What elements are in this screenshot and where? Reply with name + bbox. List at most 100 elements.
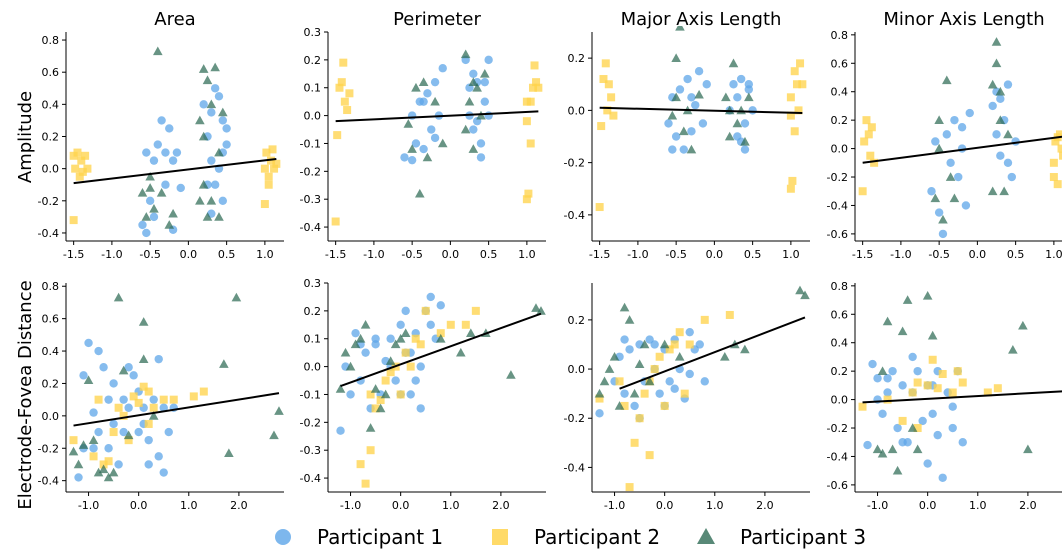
panel-5-point-participant-1 (124, 363, 133, 372)
panel-1-point-participant-1 (145, 196, 155, 206)
panel-1-point-participant-2 (71, 164, 80, 173)
panel-2-point-participant-1 (476, 139, 486, 148)
panel-8-xtick-label: 2.0 (1019, 499, 1037, 512)
panel-7-point-participant-1 (655, 389, 664, 398)
panel-2-point-participant-3 (460, 49, 471, 59)
panel-6-point-participant-3 (355, 333, 366, 343)
panel-1-point-participant-3 (137, 187, 148, 197)
panel-8-point-participant-3 (907, 423, 918, 432)
panel-8-ytick-label: -0.6 (827, 479, 848, 492)
panel-2-point-participant-1 (411, 139, 421, 148)
panel-2: Perimeter -0.4 -0.3 -0.2 -0.1 0.0 0.1 0.2 0.3 -1.… (300, 9, 546, 261)
panel-2-point-participant-3 (480, 69, 490, 78)
panel-1-point-participant-1 (142, 148, 151, 157)
panel-3-point-participant-1 (668, 145, 677, 154)
panel-4-point-participant-3 (995, 86, 1006, 96)
panel-6-xtick-label: 0.0 (392, 499, 410, 512)
panel-3-point-participant-1 (675, 85, 685, 94)
panel-2-point-participant-2 (343, 106, 352, 115)
panel-1-point-participant-2 (83, 164, 92, 173)
panel-3-point-participant-1 (683, 74, 692, 84)
panel-4-ytick-label: -0.6 (827, 228, 848, 241)
panel-8-point-participant-1 (863, 440, 872, 450)
panel-3-point-participant-3 (744, 92, 754, 102)
panel-6-point-participant-3 (340, 347, 351, 357)
panel-3-point-participant-3 (732, 118, 743, 128)
panel-1-point-participant-2 (73, 148, 82, 157)
panel-8-point-participant-1 (933, 430, 942, 440)
panel-6-point-participant-1 (351, 328, 360, 338)
panel-5-point-participant-3 (113, 292, 124, 302)
panel-2-point-participant-2 (528, 83, 537, 92)
panel-1-point-participant-3 (198, 179, 209, 189)
panel-1-point-participant-1 (222, 124, 231, 133)
panel-6-point-participant-1 (396, 320, 405, 329)
panel-6: -0.4 -0.3 -0.2 -0.1 0.0 0.1 0.2 0.3 -1.0 0.0 1.0 2.… (300, 277, 546, 512)
panel-5-point-participant-1 (159, 403, 168, 412)
panel-3-point-participant-2 (790, 127, 799, 136)
panel-2-point-participant-1 (480, 77, 490, 87)
panel-6-point-participant-2 (401, 348, 410, 357)
panel-2-point-participant-2 (522, 195, 531, 204)
panel-3-point-participant-3 (724, 131, 735, 141)
panel-5-point-participant-2 (189, 392, 198, 401)
panel-3-point-participant-2 (595, 203, 604, 212)
panel-5-point-participant-3 (148, 411, 159, 420)
panel-7-point-participant-1 (700, 377, 709, 386)
panel-7-point-participant-3 (644, 376, 655, 386)
panel-1-point-participant-3 (214, 212, 224, 221)
panel-5-point-participant-2 (159, 395, 168, 404)
panel-4-point-participant-2 (1059, 151, 1062, 160)
panel-1-point-participant-3 (218, 107, 228, 117)
panel-4-point-participant-3 (999, 186, 1009, 196)
panel-8-point-participant-3 (882, 316, 893, 326)
panel-5-ytick-label: 0.2 (42, 377, 60, 390)
panel-5-point-participant-1 (134, 427, 143, 437)
panel-6-point-participant-1 (336, 426, 345, 435)
panel-4-title: Minor Axis Length (883, 9, 1044, 30)
panel-2-ytick-label: 0.0 (304, 110, 322, 123)
panel-4-point-participant-1 (992, 130, 1001, 139)
panel-2-ytick-label: -0.1 (300, 137, 321, 150)
panel-6-point-participant-2 (446, 320, 455, 329)
panel-6-ytick-label: -0.2 (300, 416, 321, 429)
panel-8-point-participant-2 (858, 402, 867, 411)
panel-3-point-participant-2 (786, 93, 795, 102)
panel-2-xtick-label: 0.5 (480, 248, 498, 261)
panel-2-point-participant-1 (419, 144, 428, 154)
panel-4-point-participant-1 (1003, 80, 1013, 89)
panel-3-fit-line (599, 106, 803, 114)
panel-6-point-participant-3 (380, 389, 391, 399)
panel-7-point-participant-2 (635, 414, 644, 423)
panel-1-point-participant-1 (199, 100, 208, 109)
panel-2-point-participant-2 (526, 139, 535, 148)
panel-2-point-participant-3 (407, 144, 417, 153)
panel-3-ytick-label: -0.4 (564, 209, 585, 222)
panel-1-point-participant-1 (149, 212, 159, 222)
panel-1-point-participant-1 (214, 92, 224, 101)
panel-1: Area -0.4 -0.2 0.0 0.2 0.4 0.6 0.8 -1.5 -1.0 -0.5 0… (38, 9, 284, 261)
panel-6-xtick-label: 1.0 (442, 499, 460, 512)
row-label-1: Amplitude (15, 91, 36, 183)
panel-5-ytick-label: -0.2 (38, 442, 59, 455)
panel-1-xtick-label: 0.0 (180, 248, 198, 261)
panel-8-point-participant-2 (913, 424, 922, 433)
panel-6-point-participant-1 (371, 334, 380, 343)
panel-3-ytick-label: 0.2 (568, 52, 586, 65)
panel-4-xtick-label: 0.0 (969, 248, 987, 261)
panel-4-ytick-label: 0.2 (831, 114, 849, 127)
panel-1-point-participant-3 (149, 204, 159, 213)
panel-1-point-participant-3 (145, 183, 155, 192)
panel-6-point-participant-1 (416, 404, 425, 413)
panel-2-title: Perimeter (393, 9, 481, 30)
panel-2-point-participant-3 (468, 144, 479, 153)
panel-7-point-participant-1 (595, 409, 604, 418)
panel-7-point-participant-1 (670, 384, 679, 393)
panel-3-point-participant-2 (798, 80, 807, 89)
panel-2-point-participant-1 (419, 97, 428, 106)
panel-8-ytick-label: -0.2 (827, 422, 848, 435)
panel-1-point-participant-1 (161, 148, 170, 157)
panel-3-point-participant-1 (687, 93, 696, 102)
panel-8-point-participant-2 (948, 388, 957, 397)
panel-4-point-participant-1 (1007, 172, 1017, 182)
